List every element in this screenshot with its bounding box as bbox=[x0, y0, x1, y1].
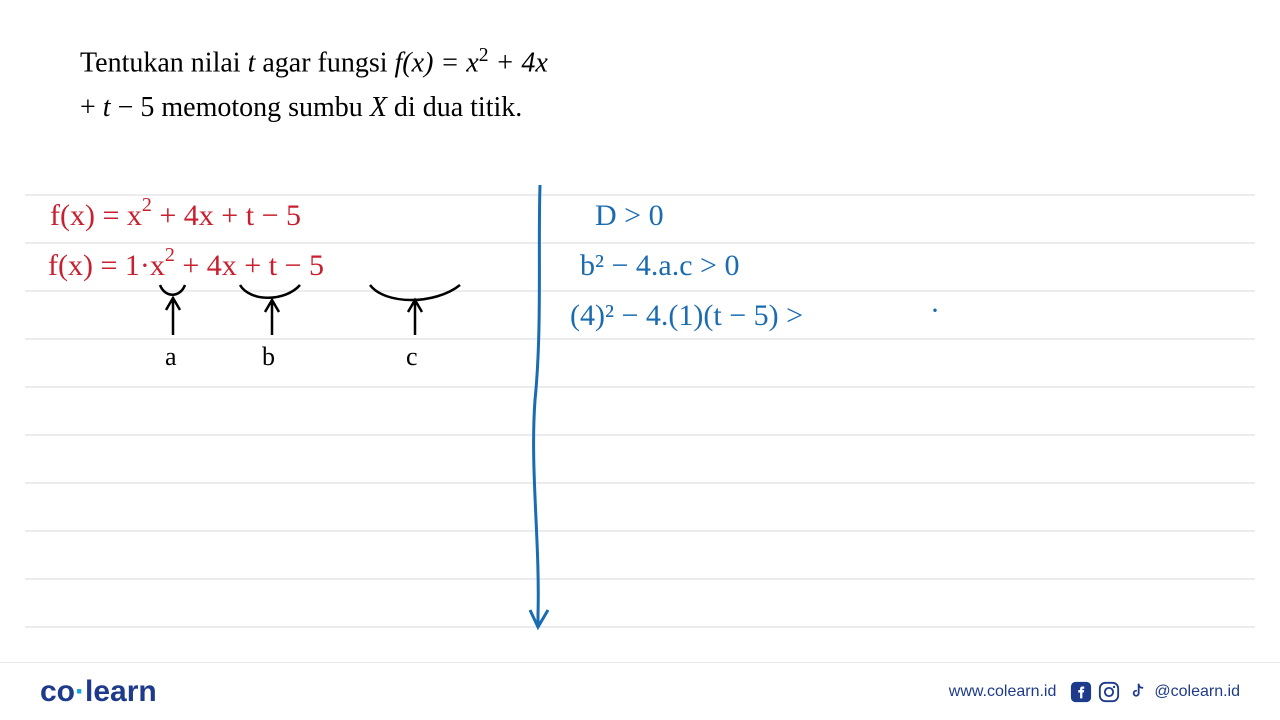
brand-logo: co·learn bbox=[40, 675, 157, 709]
arrow-c bbox=[408, 300, 422, 335]
instagram-icon[interactable] bbox=[1098, 681, 1120, 703]
logo-co: co bbox=[40, 675, 75, 708]
label-a: a bbox=[165, 342, 177, 371]
facebook-icon[interactable] bbox=[1070, 681, 1092, 703]
social-icons: @colearn.id bbox=[1070, 681, 1240, 703]
eq1-part1: f(x) = x2 + 4x + t − 5 bbox=[50, 194, 301, 232]
footer-url[interactable]: www.colearn.id bbox=[949, 683, 1057, 701]
right-work: D > 0 b² − 4.a.c > 0 (4)² − 4.(1)(t − 5)… bbox=[570, 199, 940, 332]
footer-handle[interactable]: @colearn.id bbox=[1154, 683, 1240, 701]
logo-learn: learn bbox=[85, 675, 157, 708]
label-c: c bbox=[406, 342, 418, 371]
brace-a bbox=[160, 285, 185, 295]
logo-dot: · bbox=[75, 675, 85, 708]
footer-bar: co·learn www.colearn.id @colearn.id bbox=[0, 662, 1280, 720]
arrow-a bbox=[166, 298, 180, 335]
left-work: f(x) = x2 + 4x + t − 5 f(x) = 1·x2 + 4x … bbox=[48, 194, 460, 371]
eq2-part1: f(x) = 1·x2 + 4x + t − 5 bbox=[48, 244, 324, 282]
worksheet-svg: f(x) = x2 + 4x + t − 5 f(x) = 1·x2 + 4x … bbox=[0, 0, 1280, 720]
label-b: b bbox=[262, 342, 275, 371]
arrow-b bbox=[265, 300, 279, 335]
discriminant-line3: (4)² − 4.(1)(t − 5) > bbox=[570, 299, 803, 332]
tiktok-icon[interactable] bbox=[1126, 681, 1148, 703]
vertical-divider bbox=[530, 185, 548, 627]
footer-right: www.colearn.id @colearn.id bbox=[949, 681, 1240, 703]
discriminant-trail: · bbox=[930, 294, 940, 327]
discriminant-line2: b² − 4.a.c > 0 bbox=[580, 249, 739, 282]
discriminant-line1: D > 0 bbox=[595, 199, 664, 232]
